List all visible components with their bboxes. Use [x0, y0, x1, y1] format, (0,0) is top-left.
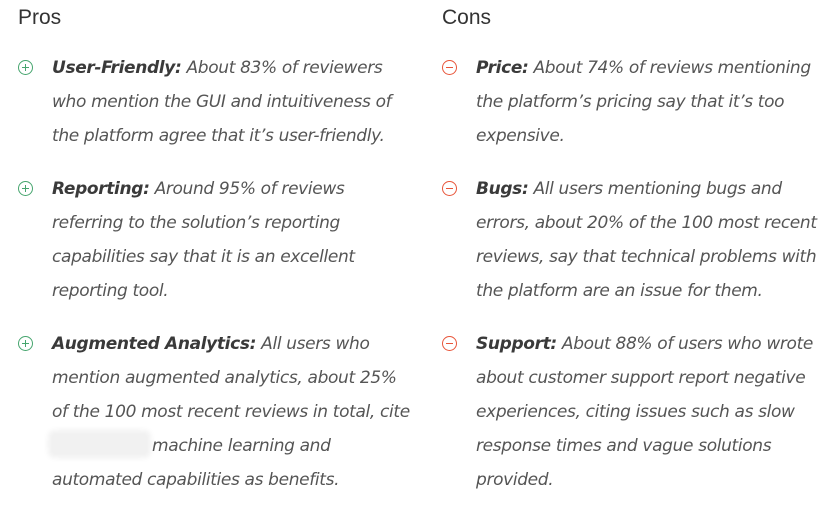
pro-item-title: User-Friendly: [52, 58, 182, 78]
minus-circle-icon [442, 60, 457, 75]
pros-heading: Pros [18, 6, 62, 29]
pro-item-text: Reporting: Around 95% of reviews referri… [52, 172, 417, 308]
con-item-title: Bugs: [476, 179, 529, 199]
pro-item-title: Augmented Analytics: [52, 334, 257, 354]
con-item-text: Price: About 74% of reviews mentioning t… [476, 51, 824, 153]
plus-circle-icon [18, 181, 33, 196]
pro-item-body: About 83% of reviewers who mention the G… [52, 58, 392, 146]
minus-circle-icon [442, 336, 457, 351]
minus-circle-icon [442, 181, 457, 196]
pro-item-body: Around 95% of reviews referring to the s… [52, 179, 355, 301]
plus-circle-icon [18, 60, 33, 75]
pro-item-text: Augmented Analytics: All users who menti… [52, 327, 417, 497]
con-item-body: About 88% of users who wrote about custo… [476, 334, 814, 490]
con-item-title: Support: [476, 334, 557, 354]
con-item-body: About 74% of reviews mentioning the plat… [476, 58, 811, 146]
plus-circle-icon [18, 336, 33, 351]
pro-item-text: User-Friendly: About 83% of reviewers wh… [52, 51, 417, 153]
con-item-text: Bugs: All users mentioning bugs and erro… [476, 172, 824, 308]
pro-item-body: All users who mention augmented analytic… [52, 334, 410, 422]
con-item-title: Price: [476, 58, 529, 78]
con-item-body: All users mentioning bugs and errors, ab… [476, 179, 817, 301]
pro-item-title: Reporting: [52, 179, 150, 199]
cons-heading: Cons [442, 6, 492, 29]
redacted-text [52, 434, 147, 454]
con-item-text: Support: About 88% of users who wrote ab… [476, 327, 824, 497]
pro-item-body-continued: machine learning and automated capabilit… [52, 436, 340, 490]
